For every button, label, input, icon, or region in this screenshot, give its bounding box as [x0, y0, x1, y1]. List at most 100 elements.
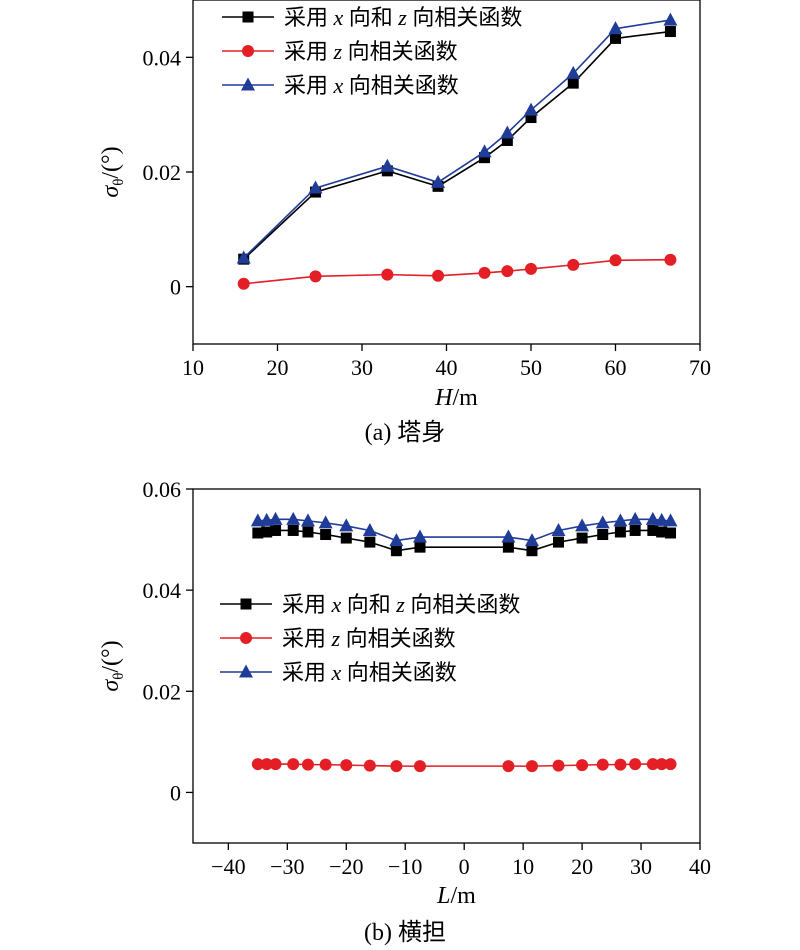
x-axis-title: H/m	[434, 385, 478, 411]
legend-label: 采用 x 向和 z 向相关函数	[282, 592, 520, 617]
data-point	[236, 250, 251, 264]
legend-label: 采用 x 向相关函数	[284, 73, 459, 98]
data-point	[286, 511, 301, 525]
data-point	[646, 758, 659, 771]
series-line-1	[243, 30, 671, 260]
data-point	[340, 759, 353, 772]
data-point	[654, 512, 669, 526]
data-point	[340, 532, 352, 544]
x-axis-title: L/m	[436, 883, 476, 909]
data-point	[665, 527, 677, 539]
data-point	[319, 758, 332, 771]
x-tick-label: −30	[270, 854, 304, 879]
data-point	[381, 268, 394, 281]
data-point	[664, 758, 677, 771]
data-point	[287, 524, 299, 536]
data-point	[655, 758, 668, 771]
data-point	[413, 760, 426, 773]
data-point	[645, 511, 660, 525]
data-point	[609, 254, 622, 267]
y-tick-label: 0.04	[143, 45, 182, 70]
data-point	[664, 26, 676, 38]
chart-panel-b: −40 −30 −20 −10 0 10 20 30 40 0 0.02 0.04 0.06 L/m σθ/…	[98, 477, 711, 946]
x-tick-label: 40	[689, 854, 711, 879]
data-point	[526, 545, 538, 557]
plot-frame	[192, 488, 701, 844]
legend-label: 采用 z 向相关函数	[284, 39, 458, 64]
series-line-1	[257, 529, 671, 552]
data-point	[575, 518, 590, 532]
data-point	[251, 758, 264, 771]
data-point	[567, 258, 580, 271]
x-tick-label: −40	[211, 854, 245, 879]
data-point	[525, 112, 537, 124]
data-point	[478, 266, 491, 279]
data-point	[501, 529, 516, 543]
panel-caption: (b) 横担	[364, 919, 446, 946]
data-point	[301, 758, 314, 771]
data-point	[664, 253, 677, 266]
data-point	[363, 759, 376, 772]
data-point	[477, 144, 492, 158]
data-point	[595, 515, 610, 529]
data-point	[656, 526, 668, 538]
x-tick-label: 30	[351, 355, 373, 380]
y-tick-label: 0	[170, 275, 181, 300]
y-axis-title: σθ/(°)	[98, 146, 127, 197]
data-point	[380, 158, 395, 172]
legend-marker	[241, 77, 255, 91]
x-tick-label: 10	[182, 355, 204, 380]
data-point	[525, 262, 537, 275]
x-tick-label: 20	[571, 854, 593, 879]
legend-label: 采用 z 向相关函数	[282, 626, 456, 651]
y-tick-label: 0.04	[143, 578, 182, 603]
x-tick-label: −20	[329, 854, 363, 879]
data-point	[412, 529, 427, 543]
data-point	[390, 545, 402, 557]
data-point	[339, 518, 354, 532]
data-point	[629, 524, 641, 536]
x-tick-label: 70	[689, 355, 711, 380]
x-tick-label: 20	[267, 355, 289, 380]
x-tick-label: 10	[512, 854, 534, 879]
x-tick-label: −10	[388, 854, 422, 879]
data-point	[501, 265, 514, 278]
chart-panel-a: 10 20 30 40 50 60 70 0 0.02 0.04 H/m σθ/(°) 采用 x 向和 …	[98, 0, 711, 446]
legend-marker	[242, 11, 254, 23]
data-point	[431, 174, 446, 188]
data-point	[596, 758, 609, 771]
data-point	[524, 102, 538, 116]
data-point	[663, 513, 678, 527]
legend-label: 采用 x 向相关函数	[282, 660, 457, 685]
data-point	[260, 758, 273, 771]
legend-marker	[242, 45, 254, 57]
data-point	[432, 269, 445, 282]
data-point	[553, 536, 565, 548]
data-point	[502, 541, 514, 553]
data-point	[608, 21, 623, 35]
data-point	[287, 758, 300, 771]
data-point	[576, 532, 588, 544]
y-tick-label: 0.02	[143, 160, 182, 185]
data-point	[501, 134, 513, 146]
data-point	[269, 758, 282, 771]
data-point	[362, 522, 377, 536]
x-tick-label: 40	[436, 355, 458, 380]
data-point	[309, 270, 322, 283]
data-point	[551, 522, 566, 536]
data-point	[628, 511, 643, 525]
data-point	[270, 524, 282, 536]
data-point	[566, 65, 581, 79]
data-point	[663, 12, 678, 26]
data-point	[614, 526, 626, 538]
legend-marker	[240, 632, 252, 644]
series-line-3	[243, 19, 671, 259]
data-point	[414, 541, 426, 553]
data-point	[525, 760, 538, 773]
data-point	[320, 529, 332, 541]
x-tick-label: 50	[520, 355, 542, 380]
y-axis-title: σθ/(°)	[98, 640, 127, 691]
data-point	[552, 759, 565, 772]
data-point	[237, 277, 250, 290]
